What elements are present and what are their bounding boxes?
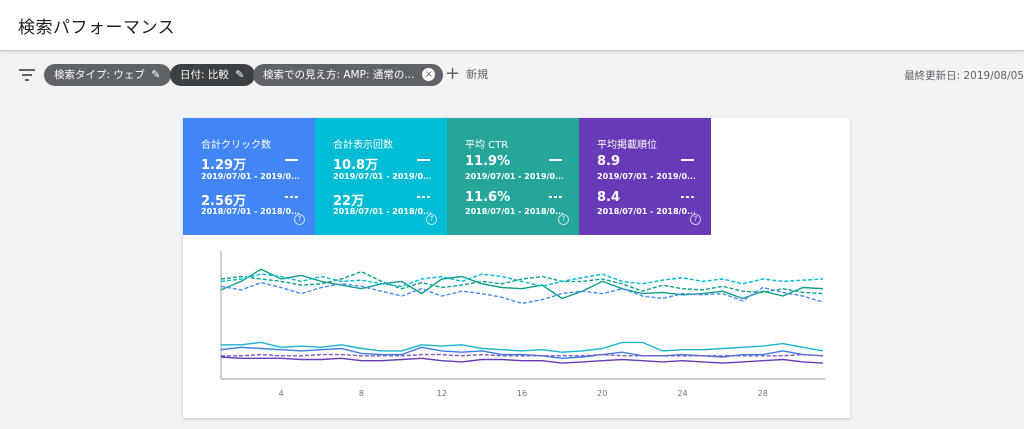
pencil-icon[interactable]: ✎: [235, 68, 245, 81]
x-tick-label: 16: [517, 389, 527, 398]
help-icon[interactable]: ?: [426, 214, 437, 225]
metric-range-current: 2019/07/01 - 2019/0...: [201, 172, 299, 181]
plus-icon: +: [445, 63, 461, 84]
metric-value-current: 8.9: [597, 154, 621, 169]
metric-value-previous: 2.56万: [201, 194, 247, 209]
metric-range-current: 2019/07/01 - 2019/0...: [333, 172, 431, 181]
header-bar: 検索パフォーマンス: [0, 0, 1024, 50]
metric-range-previous: 2018/07/01 - 2018/0...: [597, 207, 695, 216]
metric-value-current: 10.8万: [333, 158, 379, 173]
x-tick-label: 20: [597, 389, 607, 398]
x-tick-label: 8: [359, 389, 364, 398]
metric-range-current: 2019/07/01 - 2019/0...: [597, 172, 695, 181]
metric-tile-clicks[interactable]: 合計クリック数 1.29万 2019/07/01 - 2019/0... 2.56万 2…: [183, 118, 315, 235]
metric-label: 合計表示回数: [333, 140, 393, 151]
metric-tile-impressions[interactable]: 合計表示回数 10.8万 2019/07/01 - 2019/0... 22万 2018…: [315, 118, 447, 235]
metric-label: 平均 CTR: [465, 140, 509, 151]
dashed-line-legend-icon: [549, 196, 562, 198]
metric-label: 平均掲載順位: [597, 140, 657, 151]
solid-line-legend-icon: [549, 159, 562, 161]
dashed-line-legend-icon: [681, 196, 694, 198]
solid-line-legend-icon: [417, 159, 430, 161]
series-line-position-current: [220, 356, 824, 364]
pencil-icon[interactable]: ✎: [151, 68, 161, 81]
chip-search-type-label: 検索タイプ: ウェブ: [54, 69, 145, 81]
chip-search-appearance[interactable]: 検索での見え方: AMP: 通常の... ×: [253, 64, 444, 86]
metric-range-previous: 2018/07/01 - 2018/0...: [201, 207, 299, 216]
new-filter-label: 新規: [466, 68, 489, 81]
help-icon[interactable]: ?: [294, 214, 305, 225]
series-line-impressions-previous: [220, 273, 824, 287]
dashed-line-legend-icon: [285, 196, 298, 198]
x-tick-label: 4: [279, 389, 284, 398]
series-line-impressions-current: [221, 341, 824, 353]
performance-chart: 4 8 12 16 20 24 28: [220, 251, 825, 398]
metric-value-previous: 11.6%: [465, 190, 511, 205]
series-line-clicks-current: [220, 346, 824, 360]
series-line-position-previous: [221, 353, 824, 357]
solid-line-legend-icon: [285, 159, 298, 161]
metric-range-previous: 2018/07/01 - 2018/0...: [465, 207, 563, 216]
metric-range-previous: 2018/07/01 - 2018/0...: [333, 207, 431, 216]
last-updated: 最終更新日: 2019/08/05: [904, 70, 1024, 82]
filter-bar: 検索タイプ: ウェブ ✎ 日付: 比較 ✎ 検索での見え方: AMP: 通常の...…: [0, 50, 1024, 100]
solid-line-legend-icon: [681, 159, 694, 161]
chip-search-type[interactable]: 検索タイプ: ウェブ ✎: [44, 64, 171, 86]
dashed-line-legend-icon: [417, 196, 430, 198]
x-tick-label: 28: [758, 389, 768, 398]
chip-date-label: 日付: 比較: [180, 69, 229, 81]
new-filter-button[interactable]: + 新規: [445, 63, 489, 86]
series-line-clicks-previous: [220, 281, 824, 305]
chip-appearance-label: 検索での見え方: AMP: 通常の...: [263, 69, 415, 81]
help-icon[interactable]: ?: [690, 214, 701, 225]
metric-label: 合計クリック数: [201, 140, 271, 151]
metric-value-previous: 22万: [333, 194, 365, 209]
metric-range-current: 2019/07/01 - 2019/0...: [465, 172, 563, 181]
page-title: 検索パフォーマンス: [18, 18, 176, 38]
close-icon[interactable]: ×: [422, 67, 436, 81]
metric-value-current: 1.29万: [201, 158, 247, 173]
x-tick-label: 12: [437, 389, 447, 398]
metric-tile-ctr[interactable]: 平均 CTR 11.9% 2019/07/01 - 2019/0... 11.6% 20…: [447, 118, 579, 235]
metric-value-previous: 8.4: [597, 190, 621, 205]
metric-tile-position[interactable]: 平均掲載順位 8.9 2019/07/01 - 2019/0... 8.4 2018/0…: [579, 118, 711, 235]
x-tick-label: 24: [677, 389, 687, 398]
chip-date-compare[interactable]: 日付: 比較 ✎: [170, 64, 255, 86]
help-icon[interactable]: ?: [558, 214, 569, 225]
series-line-ctr-previous: [220, 270, 824, 295]
metric-value-current: 11.9%: [465, 154, 511, 169]
filter-icon[interactable]: [18, 68, 36, 82]
series-line-ctr-current: [220, 268, 824, 300]
performance-card: 合計クリック数 1.29万 2019/07/01 - 2019/0... 2.56万 2…: [183, 118, 850, 418]
